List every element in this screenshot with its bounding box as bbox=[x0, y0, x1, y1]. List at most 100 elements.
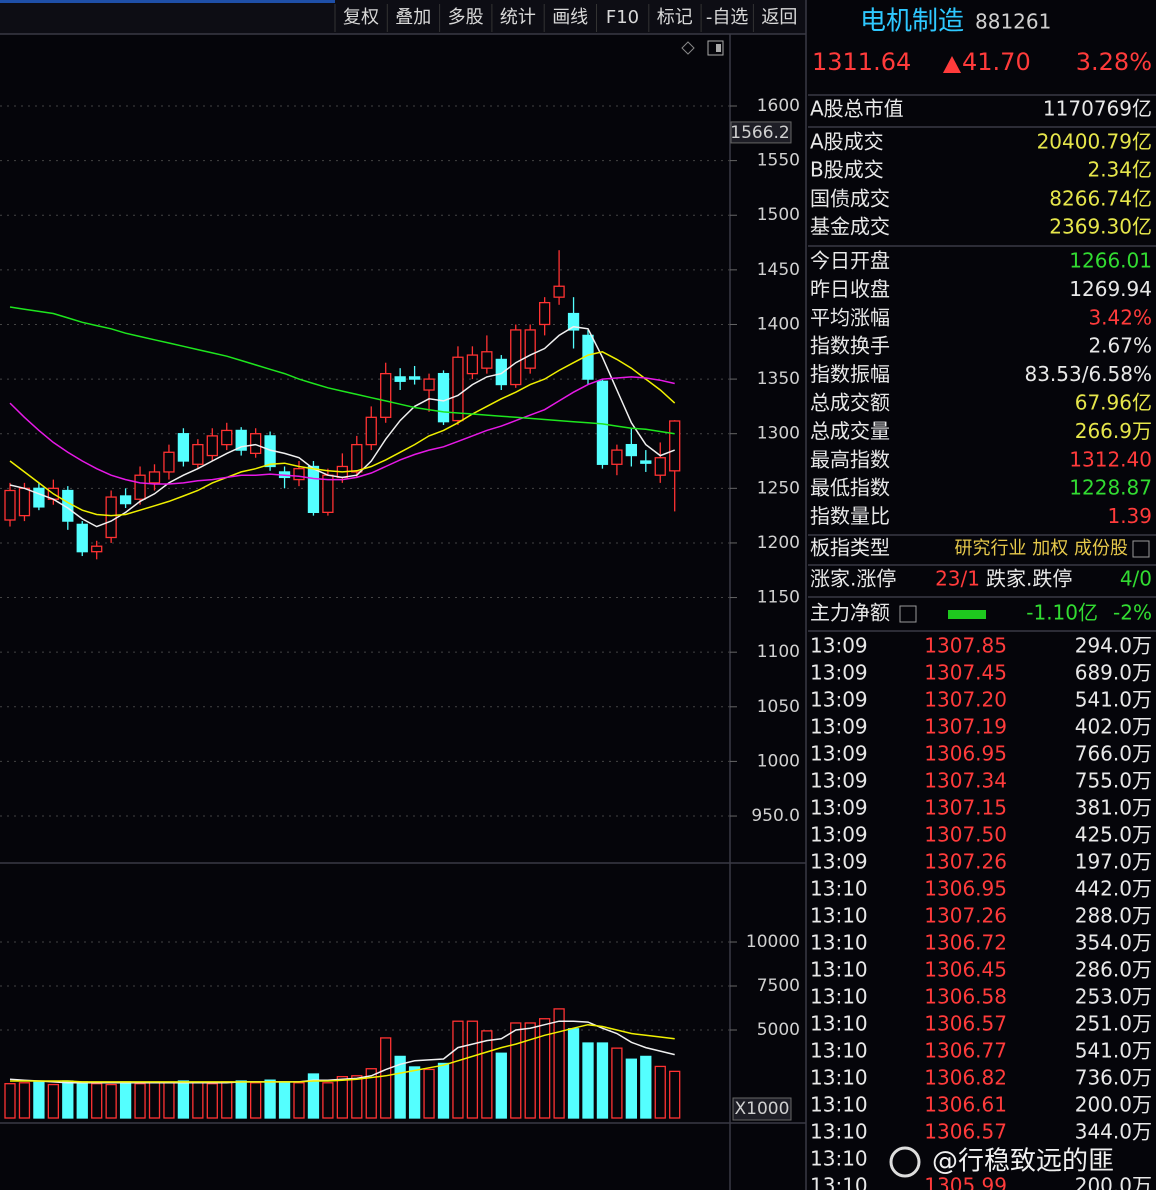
volume-bar bbox=[307, 1073, 320, 1119]
candle-body bbox=[394, 376, 406, 382]
trade-price: 1306.82 bbox=[924, 1066, 1007, 1090]
trade-volume: 200.0万 bbox=[1075, 1093, 1152, 1117]
volume-bar bbox=[33, 1080, 45, 1119]
trade-volume: 200.0万 bbox=[1075, 1174, 1152, 1190]
candle-body bbox=[524, 329, 536, 369]
y-tick-label: 5000 bbox=[757, 1020, 800, 1040]
icon[interactable] bbox=[899, 605, 917, 623]
toolbar-button[interactable]: 标记 bbox=[657, 7, 693, 28]
trade-time: 13:09 bbox=[810, 742, 868, 766]
candle-body bbox=[206, 435, 218, 457]
volume-bar bbox=[119, 1081, 132, 1119]
trade-volume: 197.0万 bbox=[1075, 850, 1152, 874]
stat-label: 国债成交 bbox=[810, 187, 890, 211]
trade-volume: 381.0万 bbox=[1075, 796, 1152, 820]
toolbar-button[interactable]: 复权 bbox=[343, 7, 379, 28]
icon[interactable] bbox=[681, 41, 695, 55]
stat-label: 跌家.跌停 bbox=[986, 567, 1072, 591]
trade-volume: 344.0万 bbox=[1075, 1120, 1152, 1144]
trade-volume: 251.0万 bbox=[1075, 1012, 1152, 1036]
candle-body bbox=[307, 465, 320, 514]
y-tick-label: 1000 bbox=[757, 751, 800, 771]
toolbar-button[interactable]: 返回 bbox=[761, 7, 797, 28]
volume-bar bbox=[148, 1082, 161, 1119]
trade-volume: 288.0万 bbox=[1075, 904, 1152, 928]
volume-bar bbox=[206, 1083, 218, 1119]
candle-body bbox=[408, 376, 421, 380]
toolbar-button[interactable]: 叠加 bbox=[395, 7, 431, 28]
icon bbox=[716, 44, 721, 52]
index-code: 881261 bbox=[975, 10, 1051, 34]
candle-body bbox=[192, 443, 204, 465]
trade-volume: 541.0万 bbox=[1075, 1039, 1152, 1063]
trade-price: 1306.57 bbox=[924, 1012, 1007, 1036]
stat-label: 最高指数 bbox=[810, 447, 890, 471]
stat-value: 1.39 bbox=[1107, 504, 1152, 528]
candle-body bbox=[423, 378, 435, 391]
y-tick-label: 1050 bbox=[757, 697, 800, 717]
trade-volume: 286.0万 bbox=[1075, 958, 1152, 982]
trade-volume: 354.0万 bbox=[1075, 931, 1152, 955]
trade-volume: 755.0万 bbox=[1075, 769, 1152, 793]
watermark-logo bbox=[889, 1146, 921, 1178]
candle-body bbox=[249, 433, 262, 455]
volume-bar bbox=[293, 1082, 305, 1119]
volume-bar bbox=[669, 1070, 681, 1119]
up-count: 23/1 bbox=[935, 567, 980, 591]
stat-value: 1312.40 bbox=[1069, 447, 1152, 471]
trade-volume: 736.0万 bbox=[1075, 1066, 1152, 1090]
trade-volume: 689.0万 bbox=[1075, 661, 1152, 685]
y-tick-label: 1150 bbox=[757, 588, 800, 608]
stat-value: 3.42% bbox=[1088, 305, 1152, 329]
candle-body bbox=[466, 354, 479, 375]
candle-body bbox=[437, 372, 450, 423]
stat-label: 昨日收盘 bbox=[810, 277, 890, 301]
index-name: 电机制造 bbox=[860, 7, 964, 37]
toolbar-button[interactable]: -自选 bbox=[706, 7, 749, 28]
candle-body bbox=[105, 496, 117, 539]
unit-box bbox=[732, 1097, 792, 1121]
stat-value: 83.53/6.58% bbox=[1024, 362, 1152, 386]
trade-time: 13:10 bbox=[810, 931, 868, 955]
toolbar-button[interactable]: 多股 bbox=[448, 7, 484, 28]
candle-body bbox=[293, 468, 305, 481]
candle-body bbox=[380, 372, 392, 418]
candle-body bbox=[452, 356, 464, 422]
trade-time: 13:10 bbox=[810, 1039, 868, 1063]
y-tick-label: 1400 bbox=[757, 314, 800, 334]
trade-volume: 253.0万 bbox=[1075, 985, 1152, 1009]
volume-bar bbox=[18, 1082, 31, 1119]
icon[interactable] bbox=[1132, 540, 1150, 558]
trade-time: 13:09 bbox=[810, 850, 868, 874]
volume-bar bbox=[134, 1083, 146, 1119]
candle-body bbox=[163, 451, 175, 473]
candle-body bbox=[640, 460, 652, 464]
volume-bar bbox=[62, 1080, 74, 1119]
candle-body bbox=[134, 474, 146, 500]
trade-volume: 294.0万 bbox=[1075, 634, 1152, 658]
candle-body bbox=[553, 285, 565, 298]
toolbar-button[interactable]: 画线 bbox=[552, 7, 588, 28]
toolbar-button[interactable]: F10 bbox=[606, 7, 639, 28]
toolbar-button[interactable]: 统计 bbox=[500, 7, 536, 28]
candle-body bbox=[539, 301, 551, 326]
candle-body bbox=[221, 429, 233, 446]
price-marker-box bbox=[730, 121, 792, 144]
trade-time: 13:09 bbox=[810, 715, 868, 739]
y-tick-label: 1300 bbox=[757, 424, 800, 444]
volume-bar bbox=[380, 1037, 392, 1119]
trade-volume: 766.0万 bbox=[1075, 742, 1152, 766]
trade-list: 13:09 1307.85 294.0万 13:09 1307.45 689.0万 13:0… bbox=[810, 634, 1152, 1190]
ma-line bbox=[9, 376, 675, 485]
trade-price: 1306.95 bbox=[924, 877, 1007, 901]
unit-label: X1000 bbox=[735, 1099, 790, 1119]
trade-price: 1307.19 bbox=[924, 715, 1007, 739]
volume-bar bbox=[596, 1042, 609, 1119]
volume-bar bbox=[481, 1030, 493, 1119]
trade-price: 1307.20 bbox=[924, 688, 1007, 712]
icon[interactable] bbox=[707, 40, 724, 56]
stat-label: 基金成交 bbox=[810, 215, 890, 239]
candle-body bbox=[33, 487, 45, 508]
